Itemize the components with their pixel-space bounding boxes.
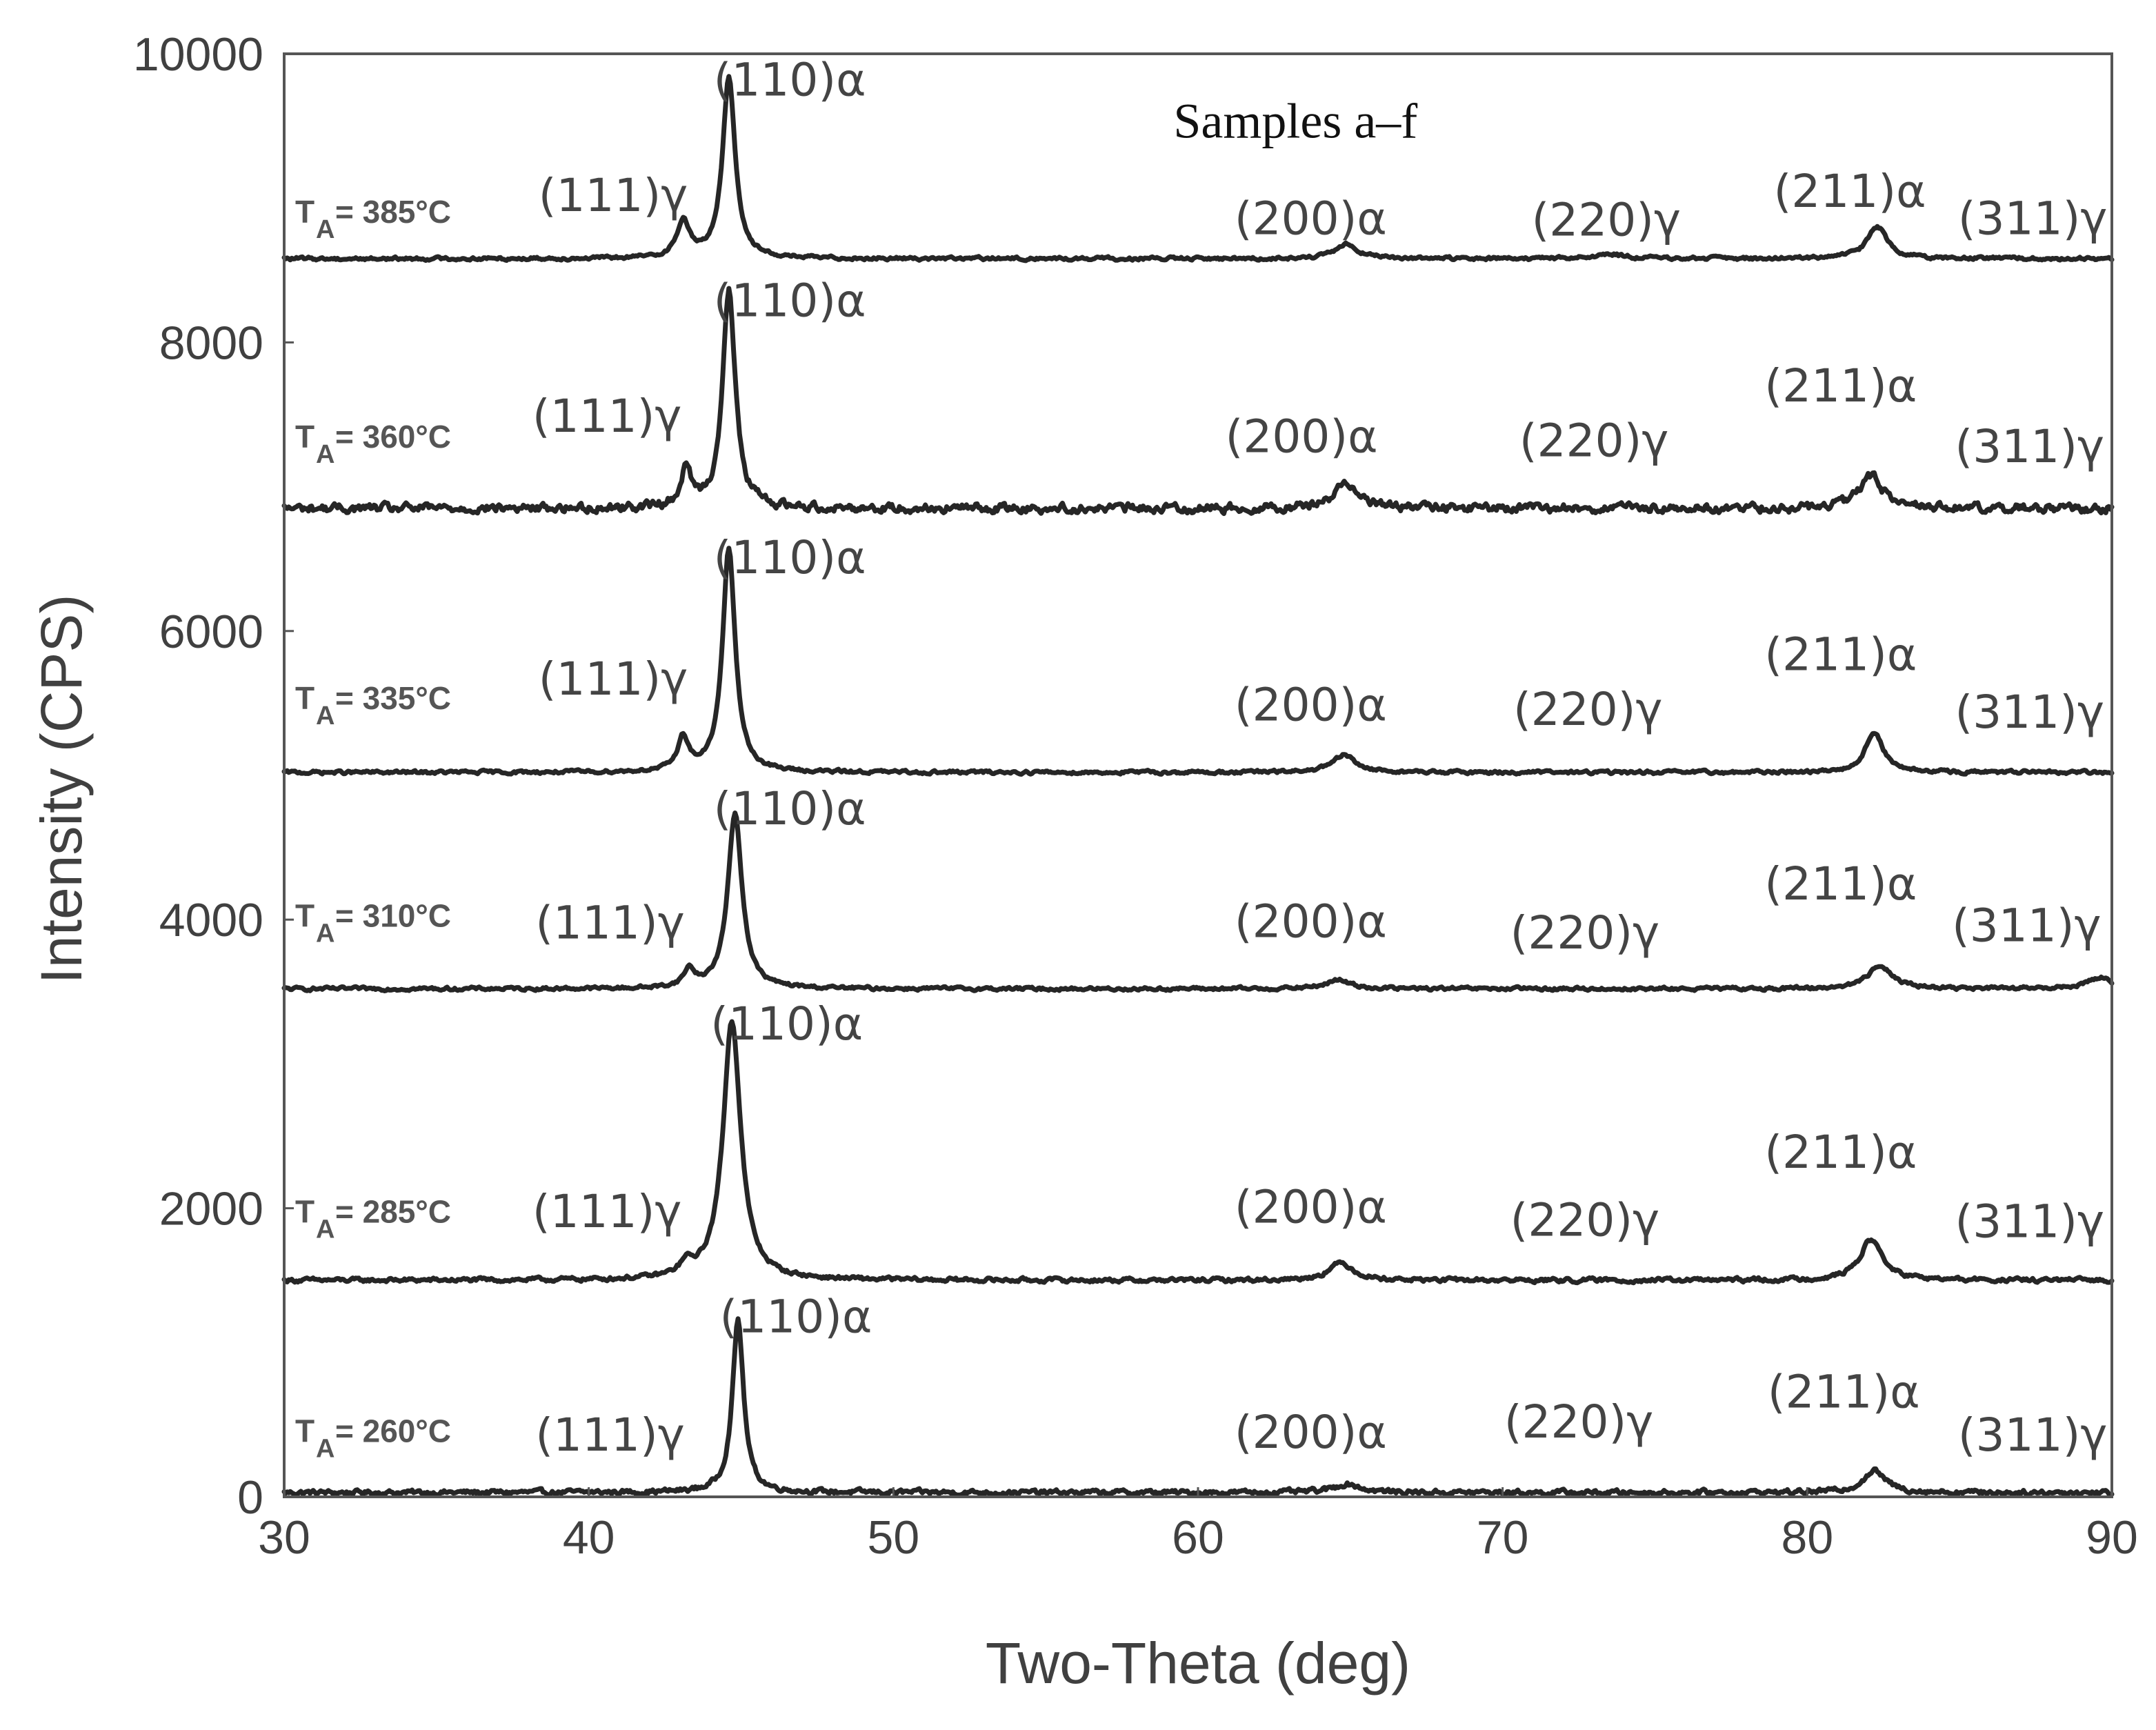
series-label-sub: A — [316, 919, 335, 948]
y-tick-label: 4000 — [159, 894, 263, 946]
x-tick-label: 40 — [563, 1511, 615, 1564]
series-label-sub: A — [316, 1435, 335, 1464]
series-trace — [281, 811, 2115, 993]
peak-label: (211)α — [1764, 359, 1917, 412]
peak-label: (111)γ — [535, 1409, 685, 1462]
series-label-main: T — [295, 680, 315, 716]
peak-label: (211)α — [1764, 1126, 1917, 1179]
peak-label: (211)α — [1764, 628, 1917, 681]
x-tick-label: 30 — [258, 1511, 310, 1564]
peak-label: (220)γ — [1510, 1193, 1660, 1246]
peak-label: (311)γ — [1958, 192, 2108, 246]
peak-label: (220)γ — [1513, 683, 1663, 736]
peak-label: (311)γ — [1955, 1195, 2104, 1248]
y-axis-title: Intensity (CPS) — [29, 595, 94, 984]
y-tick-label: 2000 — [159, 1183, 263, 1235]
peak-label: (200)α — [1235, 1406, 1387, 1459]
peak-label: (200)α — [1226, 410, 1378, 463]
x-tick-label: 90 — [2086, 1511, 2138, 1564]
peak-label: (110)α — [710, 997, 863, 1051]
ticks-layer: 30 40 50 60 70 80 90 0 2000 4000 6000 8000 10000 — [133, 28, 2138, 1564]
x-tick-label: 60 — [1172, 1511, 1224, 1564]
series-label-temp: = 360°C — [335, 419, 451, 455]
peak-label: (111)γ — [535, 896, 685, 949]
series-label-sub: A — [316, 1215, 335, 1244]
series-trace — [281, 1019, 2115, 1286]
series-label-sub: A — [316, 702, 335, 730]
series-label-sub: A — [316, 215, 335, 244]
series-label-temp: = 260°C — [335, 1413, 451, 1449]
peak-label: (110)α — [714, 275, 866, 328]
peak-label: (311)γ — [1952, 899, 2102, 953]
x-tick-label: 50 — [868, 1511, 920, 1564]
peak-label: (111)γ — [532, 390, 682, 443]
series-label-temp: = 285°C — [335, 1194, 451, 1230]
y-tick-label: 8000 — [159, 317, 263, 369]
peak-label: (200)α — [1235, 895, 1387, 948]
peak-label: (111)γ — [532, 1185, 682, 1238]
series-trace — [281, 546, 2115, 777]
peak-label: (200)α — [1235, 192, 1387, 246]
annotations-layer: (110)α (111)γ (200)α (220)γ (211)α (311)γ (110… — [532, 54, 2108, 1462]
peak-label: (311)γ — [1955, 686, 2104, 739]
peak-label: (311)γ — [1958, 1409, 2108, 1462]
series-label-main: T — [295, 419, 315, 455]
series-label-sub: A — [316, 440, 335, 469]
peak-label: (211)α — [1764, 857, 1917, 911]
peak-label: (220)γ — [1510, 906, 1660, 960]
y-tick-label: 10000 — [133, 28, 263, 81]
peak-label: (311)γ — [1955, 420, 2104, 473]
series-label-temp: = 385°C — [335, 194, 451, 230]
series-trace — [281, 286, 2115, 517]
peak-label: (111)γ — [539, 653, 688, 706]
x-axis-title: Two-Theta (deg) — [986, 1631, 1410, 1696]
peak-label: (110)α — [714, 54, 866, 107]
peak-label: (111)γ — [539, 169, 688, 222]
y-tick-label: 0 — [237, 1471, 263, 1524]
peak-label: (200)α — [1235, 1181, 1387, 1234]
series-label-main: T — [295, 1194, 315, 1230]
series-label-temp: = 310°C — [335, 898, 451, 934]
chart-title: Samples a–f — [1173, 93, 1417, 148]
series-trace — [281, 74, 2115, 264]
series-label-main: T — [295, 194, 315, 230]
peak-label: (110)α — [714, 531, 866, 584]
series-label-temp: = 335°C — [335, 680, 451, 716]
peak-label: (220)γ — [1532, 194, 1681, 247]
peak-label: (200)α — [1235, 679, 1387, 732]
peak-label: (211)α — [1774, 165, 1926, 218]
series-label-main: T — [295, 1413, 315, 1449]
y-tick-label: 6000 — [159, 606, 263, 658]
peak-label: (211)α — [1768, 1365, 1920, 1418]
series-label-main: T — [295, 898, 315, 934]
traces-layer — [281, 74, 2115, 1498]
x-tick-label: 80 — [1781, 1511, 1834, 1564]
peak-label: (110)α — [720, 1291, 872, 1344]
peak-label: (220)γ — [1504, 1395, 1654, 1449]
x-tick-label: 70 — [1477, 1511, 1529, 1564]
peak-label: (110)α — [714, 782, 866, 835]
peak-label: (220)γ — [1519, 415, 1669, 468]
